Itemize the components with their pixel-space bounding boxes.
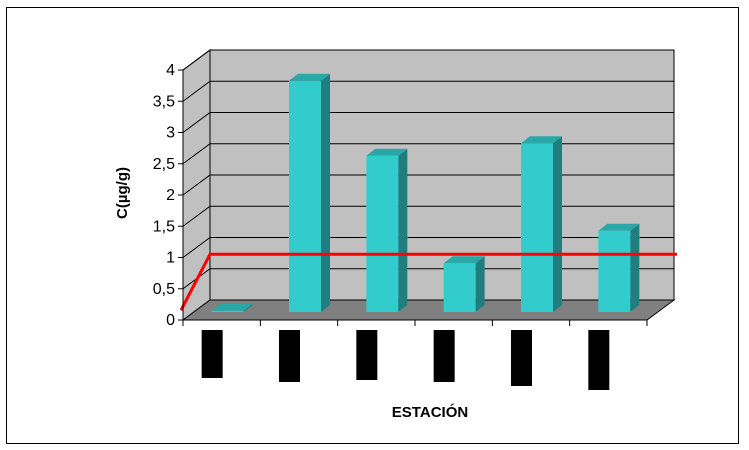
y-tick-label: 0 [166, 312, 175, 329]
bar-top [443, 256, 485, 264]
bar-side [321, 73, 330, 312]
bar-side [475, 256, 485, 312]
y-tick-label: 1,5 [153, 218, 175, 235]
y-tick-label: 2 [166, 187, 175, 204]
x-category-label [201, 330, 223, 378]
y-tick-label: 3 [166, 125, 175, 142]
gridline [182, 205, 674, 227]
bar-front [443, 263, 476, 312]
axes [178, 69, 648, 326]
y-axis-title: C(µg/g) [114, 167, 131, 219]
gridline [182, 143, 674, 165]
x-category-labels [201, 330, 610, 390]
bar-top [289, 73, 330, 81]
bar [443, 256, 485, 312]
y-tick-labels: 0 0,5 1 1,5 2 2,5 3 3,5 4 [153, 62, 175, 329]
bars [211, 73, 640, 312]
bar-top [211, 303, 253, 311]
gridlines [182, 49, 674, 290]
gridline [182, 112, 674, 133]
x-category-label [279, 330, 300, 382]
bar [521, 136, 562, 312]
gridline [182, 174, 674, 196]
y-tick-label: 1 [166, 250, 175, 267]
gridline [182, 49, 674, 71]
reference-line [179, 252, 677, 311]
x-axis-title: ESTACIÓN [392, 403, 468, 421]
gridline [182, 237, 674, 258]
x-category-label [588, 330, 610, 390]
bar-front [521, 143, 553, 312]
y-tick-label: 2,5 [153, 156, 175, 173]
bar-front [289, 80, 321, 312]
bar-top [521, 136, 562, 144]
bar [598, 223, 640, 312]
gridline [182, 80, 674, 102]
bar-side [398, 148, 408, 312]
bar-front [598, 230, 631, 312]
y-tick-label: 3,5 [153, 93, 175, 110]
bar-front [366, 155, 399, 312]
bar-side [630, 223, 640, 312]
x-category-label [433, 330, 455, 382]
bar-top [598, 223, 640, 231]
y-tick-label: 4 [166, 62, 175, 79]
y-tick-label: 0,5 [153, 281, 175, 298]
bar-front [211, 310, 244, 312]
reference-line-group [179, 252, 677, 311]
bar-side [553, 136, 562, 312]
bar [211, 303, 253, 312]
bar [366, 148, 408, 312]
bar-top [366, 148, 408, 156]
gridline [182, 268, 674, 290]
x-category-label [356, 330, 378, 380]
x-category-label [511, 330, 532, 386]
bar [289, 73, 330, 312]
bar-side [243, 303, 253, 312]
